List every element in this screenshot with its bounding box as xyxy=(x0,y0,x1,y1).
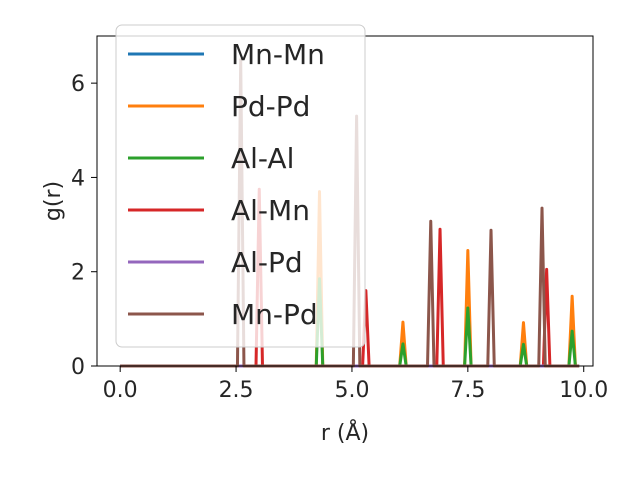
legend-label-al-pd: Al-Pd xyxy=(231,246,303,279)
y-tick-label: 4 xyxy=(71,166,85,191)
legend: Mn-Mn Pd-Pd Al-Al Al-Mn Al-Pd Mn-Pd xyxy=(115,24,366,348)
x-tick-label: 10.0 xyxy=(559,378,608,403)
legend-label-pd-pd: Pd-Pd xyxy=(231,90,310,123)
y-axis: 0 2 4 6 xyxy=(71,72,97,380)
x-tick-label: 2.5 xyxy=(219,378,254,403)
y-axis-label: g(r) xyxy=(41,181,66,221)
y-tick-label: 0 xyxy=(71,355,85,380)
y-tick-label: 6 xyxy=(71,72,85,97)
x-tick-label: 0.0 xyxy=(103,378,138,403)
x-tick-label: 5.0 xyxy=(334,378,369,403)
legend-label-al-mn: Al-Mn xyxy=(231,194,310,227)
x-axis-label: r (Å) xyxy=(321,419,369,446)
legend-label-mn-mn: Mn-Mn xyxy=(231,38,325,71)
x-axis: 0.0 2.5 5.0 7.5 10.0 xyxy=(103,366,608,403)
legend-label-al-al: Al-Al xyxy=(231,142,294,175)
y-tick-label: 2 xyxy=(71,261,85,286)
legend-label-mn-pd: Mn-Pd xyxy=(231,298,318,331)
x-tick-label: 7.5 xyxy=(450,378,485,403)
